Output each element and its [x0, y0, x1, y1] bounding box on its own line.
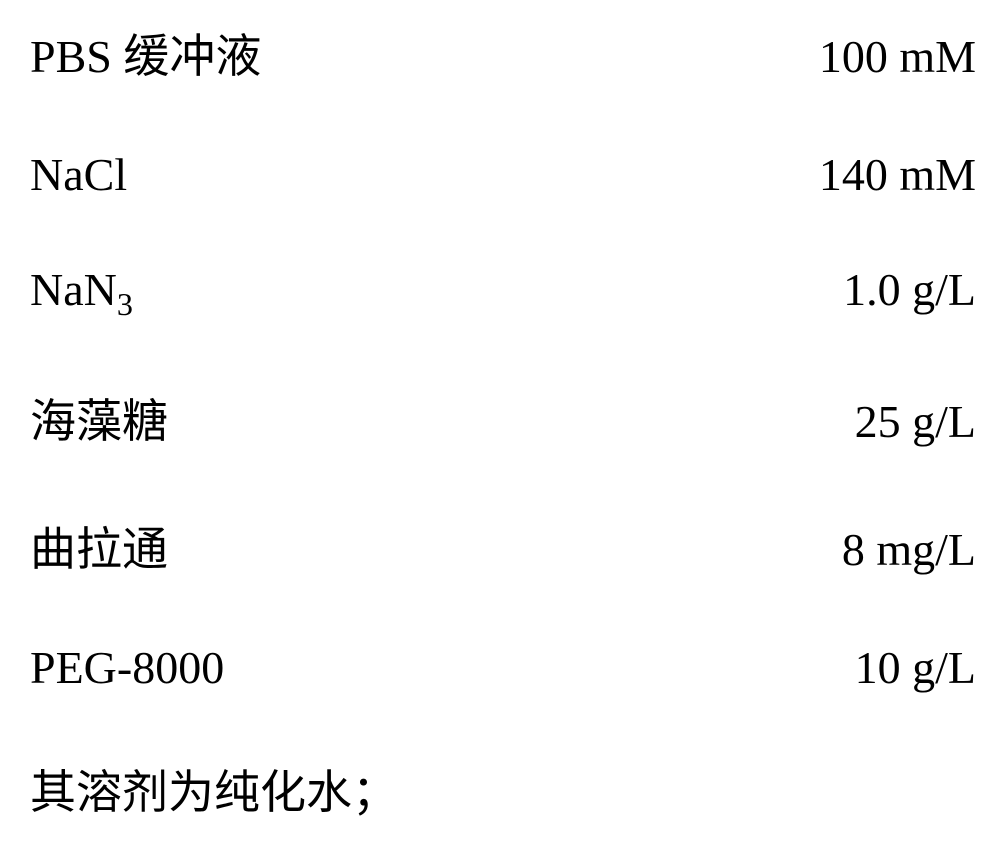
row-value: 10 g/L	[855, 641, 976, 694]
label-cn: 缓冲液	[123, 31, 261, 82]
composition-table: PBS 缓冲液 100 mM NaCl 140 mM NaN3 1.0 g/L …	[30, 20, 976, 694]
label-cn: 海藻糖	[30, 396, 168, 447]
label-latin: NaCl	[30, 149, 127, 200]
label-latin: PEG-8000	[30, 642, 224, 693]
row-label: 曲拉通	[30, 513, 168, 579]
row-value: 1.0 g/L	[843, 263, 976, 316]
row-value: 8 mg/L	[842, 523, 976, 576]
subscript: 3	[117, 286, 133, 322]
row-label: 海藻糖	[30, 385, 168, 451]
label-latin: PBS	[30, 31, 123, 82]
row-label: NaN3	[30, 263, 133, 323]
table-row: PBS 缓冲液 100 mM	[30, 20, 976, 86]
footer-text: 其溶剂为纯化水；	[30, 756, 976, 822]
row-label: PEG-8000	[30, 641, 224, 694]
table-row: 曲拉通 8 mg/L	[30, 513, 976, 579]
label-cn: 曲拉通	[30, 524, 168, 575]
table-row: PEG-8000 10 g/L	[30, 641, 976, 694]
row-value: 25 g/L	[855, 395, 976, 448]
row-value: 100 mM	[819, 30, 976, 83]
row-label: NaCl	[30, 148, 127, 201]
row-value: 140 mM	[819, 148, 976, 201]
row-label: PBS 缓冲液	[30, 20, 261, 86]
table-row: NaCl 140 mM	[30, 148, 976, 201]
table-row: 海藻糖 25 g/L	[30, 385, 976, 451]
label-latin: NaN3	[30, 264, 133, 315]
table-row: NaN3 1.0 g/L	[30, 263, 976, 323]
